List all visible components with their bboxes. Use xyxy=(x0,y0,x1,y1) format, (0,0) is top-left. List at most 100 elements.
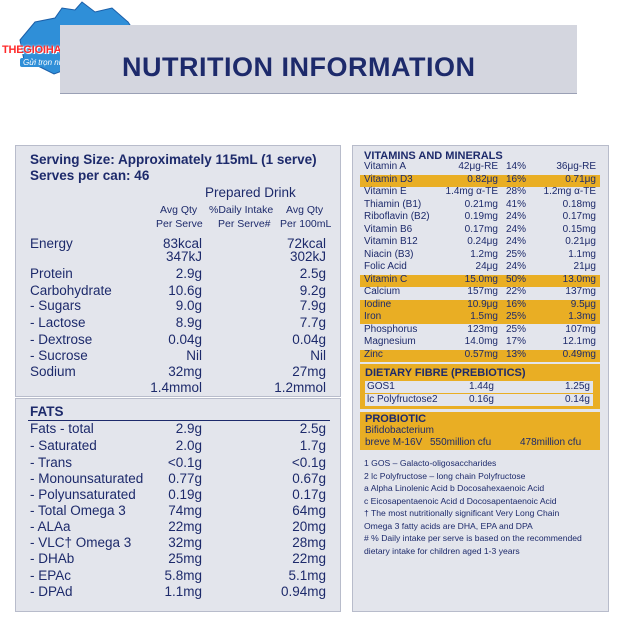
vitamin-pct: 25% xyxy=(505,323,526,335)
vitamin-serve: 10.9μg xyxy=(467,298,498,310)
vitamin-per100: 1.3mg xyxy=(568,311,596,322)
prepared-drink: Prepared Drink xyxy=(205,185,296,200)
fibre-row-bg xyxy=(365,394,593,406)
serving-size: Serving Size: Approximately 115mL (1 ser… xyxy=(30,152,317,167)
vitamin-label: Vitamin A xyxy=(364,161,407,172)
fibre-serve: 1.44g xyxy=(468,381,494,392)
vitamin-serve: 1.4mg α-TE xyxy=(445,186,498,197)
nutrient-label: Energy xyxy=(30,236,73,251)
fat-per100: 22mg xyxy=(292,551,326,566)
vitamin-row: Riboflavin (B2) 0.19mg 24% 0.17mg xyxy=(360,211,600,224)
nutrient-per100: 9.2g xyxy=(299,283,326,298)
fibre-heading: DIETARY FIBRE (PREBIOTICS) xyxy=(365,367,526,379)
footnote-line: c Eicosapentaenoic Acid d Docosapentaeno… xyxy=(364,495,557,506)
page-title: NUTRITION INFORMATION xyxy=(122,52,476,82)
vitamin-per100: 0.15mg xyxy=(562,223,596,235)
footnote-line: Omega 3 fatty acids are DHA, EPA and DPA xyxy=(364,520,533,531)
nutrient-serve: 347kJ xyxy=(165,249,202,264)
nutrient-serve: 1.4mmol xyxy=(150,380,202,395)
probiotic-serve: 550million cfu xyxy=(430,437,492,448)
vitamin-pct: 16% xyxy=(505,173,526,185)
vitamin-per100: 9.5μg xyxy=(570,298,596,310)
vitamin-serve: 0.57mg xyxy=(464,348,498,360)
nutrient-serve: 83kcal xyxy=(162,236,202,251)
footnote-line: # % Daily intake per serve is based on t… xyxy=(364,533,582,543)
vitamin-pct: 24% xyxy=(505,236,526,247)
fat-per100: 0.67g xyxy=(292,471,326,486)
vitamin-label: Niacin (B3) xyxy=(364,248,414,260)
nutrient-serve: 2.9g xyxy=(175,266,202,281)
vitamin-serve: 0.17mg xyxy=(464,223,498,235)
vitamin-pct: 25% xyxy=(505,248,526,260)
nutrient-per100: 27mg xyxy=(292,364,326,379)
vitamin-label: Vitamin C xyxy=(364,273,408,285)
fat-label: - DPAd xyxy=(30,584,73,599)
vitamin-row: Vitamin D3 0.82μg 16% 0.71μg xyxy=(360,173,600,187)
vitamin-pct: 13% xyxy=(505,348,526,360)
vitamin-pct: 17% xyxy=(505,336,526,347)
vitamin-per100: 1.1mg xyxy=(568,248,596,260)
fat-label: - Total Omega 3 xyxy=(30,503,126,518)
logo-slogan: Gửi trọn niềm tin xyxy=(20,58,86,67)
vitamin-row: Vitamin C 15.0mg 50% 13.0mg xyxy=(360,273,600,287)
fat-serve: 22mg xyxy=(168,519,202,534)
fat-per100: 5.1mg xyxy=(288,568,326,583)
fat-per100: 64mg xyxy=(292,503,326,518)
vitamin-per100: 12.1mg xyxy=(562,336,596,347)
vitamin-pct: 28% xyxy=(505,186,526,197)
fat-label: - Monounsaturated xyxy=(30,471,144,486)
vitamin-serve: 0.24μg xyxy=(467,236,498,247)
vitamin-label: Calcium xyxy=(364,286,401,297)
vitamin-label: Magnesium xyxy=(364,336,416,347)
nutrient-per100: 2.5g xyxy=(299,266,326,281)
fat-per100: <0.1g xyxy=(291,455,326,470)
nutrient-per100: 72kcal xyxy=(286,236,326,251)
vitamin-label: Phosphorus xyxy=(364,323,418,335)
nutrition-panel xyxy=(15,145,341,397)
nutrient-label: Sodium xyxy=(30,364,76,379)
nutrient-per100: 7.7g xyxy=(299,315,326,330)
vitamin-per100: 0.21μg xyxy=(565,236,596,247)
vitamin-serve: 0.21mg xyxy=(464,198,498,210)
vitamin-serve: 1.2mg xyxy=(470,248,498,260)
vitamin-label: Vitamin B12 xyxy=(364,236,418,247)
nutrient-label: Protein xyxy=(30,266,73,281)
vitamin-pct: 41% xyxy=(505,198,526,210)
col3b: Per 100mL xyxy=(280,218,332,230)
fat-per100: 20mg xyxy=(292,519,326,534)
footnote-line: 1 GOS – Galacto-oligosaccharides xyxy=(364,458,497,468)
vitamin-per100: 137mg xyxy=(565,286,596,297)
vitamin-row: Vitamin B6 0.17mg 24% 0.15mg xyxy=(360,223,600,237)
fats-panel xyxy=(15,398,341,612)
nutrient-per100: Nil xyxy=(310,348,326,363)
footnote-line: † The most nutritionally significant Ver… xyxy=(364,508,560,518)
fat-label: - Trans xyxy=(30,455,73,470)
nutrient-label: - Lactose xyxy=(30,315,86,330)
vitamin-serve: 14.0mg xyxy=(464,336,498,347)
nutrient-label: - Sugars xyxy=(30,298,82,313)
vitamin-row: Phosphorus 123mg 25% 107mg xyxy=(360,323,600,337)
col3a: Avg Qty xyxy=(286,204,324,216)
fat-per100: 1.7g xyxy=(299,438,326,453)
footnote-line: a Alpha Linolenic Acid b Docosahexaenoic… xyxy=(364,483,545,493)
vitamin-pct: 24% xyxy=(505,261,526,272)
probiotic-per100: 478million cfu xyxy=(520,437,582,448)
fat-serve: <0.1g xyxy=(167,455,202,470)
vitamin-label: Thiamin (B1) xyxy=(364,198,422,210)
col1a: Avg Qty xyxy=(160,204,198,216)
nutrient-label: - Dextrose xyxy=(30,332,93,347)
fat-serve: 5.8mg xyxy=(164,568,202,583)
vitamin-per100: 36μg-RE xyxy=(556,161,596,172)
fat-serve: 32mg xyxy=(168,535,202,550)
vitamin-row: Vitamin E 1.4mg α-TE 28% 1.2mg α-TE xyxy=(360,186,600,199)
nutrient-label: - Sucrose xyxy=(30,348,88,363)
probiotic-line1: Bifidobacterium xyxy=(365,425,434,436)
fibre-per100: 1.25g xyxy=(564,381,590,392)
col2a: %Daily Intake xyxy=(209,204,274,216)
vitamin-pct: 22% xyxy=(505,286,526,297)
fibre-label: GOS1 xyxy=(367,381,395,392)
vitamin-label: Vitamin D3 xyxy=(364,173,413,185)
fibre-row-bg xyxy=(365,381,593,393)
vitamin-pct: 16% xyxy=(505,298,526,310)
fat-per100: 2.5g xyxy=(299,421,326,436)
